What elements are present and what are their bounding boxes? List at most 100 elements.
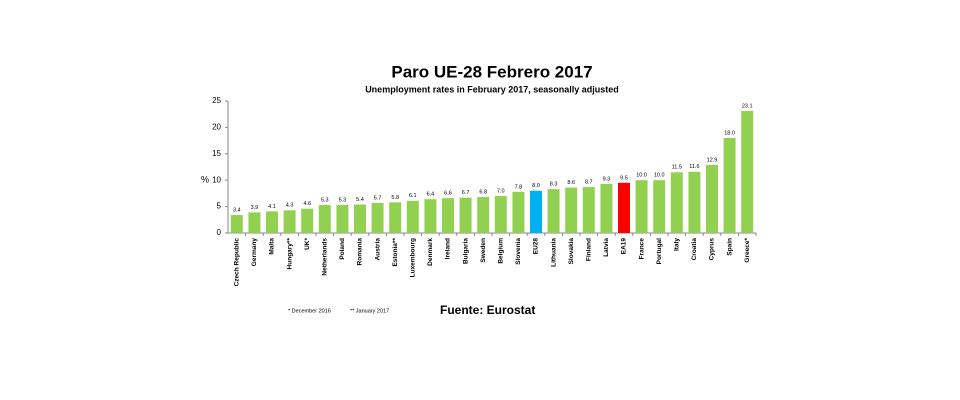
bar [354, 204, 366, 233]
x-tick-label: Italy [674, 238, 681, 251]
value-label: 11.5 [672, 165, 682, 171]
x-tick-label: UK* [304, 238, 311, 250]
bar [459, 197, 472, 233]
bar [477, 197, 490, 233]
value-label: 4.1 [268, 204, 276, 210]
bar [547, 189, 560, 233]
bar [406, 200, 419, 233]
bar [301, 208, 314, 233]
x-tick-label: Bulgaria [462, 238, 469, 264]
bar [688, 171, 701, 233]
bar [442, 198, 454, 233]
value-label: 12.9 [707, 157, 718, 163]
x-tick-label: Austria [374, 238, 381, 261]
x-tick-label: Croatia [691, 238, 698, 261]
x-tick-label: Malta [269, 238, 276, 255]
value-label: 8.0 [532, 183, 540, 189]
bar [706, 164, 718, 233]
y-tick-label: 15 [212, 149, 221, 158]
y-tick-label: 10 [212, 175, 221, 184]
value-label: 7.8 [515, 184, 523, 190]
value-label: 5.8 [391, 195, 399, 201]
bar [389, 202, 402, 233]
bar [618, 182, 630, 233]
value-label: 8.3 [550, 182, 558, 188]
bar [530, 190, 542, 233]
y-tick-label: 0 [217, 228, 222, 237]
x-tick-label: Luxembourg [410, 238, 417, 277]
x-tick-label: Belgium [498, 238, 505, 264]
x-tick-label: EU28 [533, 238, 540, 255]
bar [670, 172, 683, 233]
bar [565, 187, 578, 233]
value-label: 5.3 [321, 197, 329, 203]
bar [494, 196, 507, 233]
value-label: 6.7 [462, 190, 470, 196]
value-label: 23.1 [742, 103, 753, 109]
x-tick-label: Spain [726, 238, 733, 256]
bar [318, 205, 331, 233]
bar [230, 215, 243, 233]
value-label: 5.4 [356, 197, 364, 203]
footnote: * December 2016 [288, 308, 331, 314]
x-tick-label: Portugal [656, 238, 663, 265]
chart-subtitle: Unemployment rates in February 2017, sea… [365, 84, 619, 94]
x-tick-label: Greece* [744, 238, 751, 263]
value-label: 6.4 [427, 192, 435, 198]
bar [371, 202, 384, 233]
source: Fuente: Eurostat [440, 303, 535, 317]
x-tick-label: Latvia [603, 238, 610, 257]
x-tick-label: Cyprus [709, 238, 716, 261]
footnote: ** January 2017 [350, 308, 389, 314]
value-label: 5.7 [374, 195, 382, 201]
value-label: 8.6 [567, 180, 575, 186]
value-label: 18.0 [724, 130, 735, 136]
x-tick-label: Hungary** [286, 238, 293, 270]
bar [582, 187, 595, 233]
value-label: 10.0 [654, 173, 665, 179]
bar [266, 211, 278, 233]
x-tick-label: Slovenia [515, 238, 522, 265]
bar [248, 212, 261, 233]
x-tick-label: Romania [357, 238, 364, 266]
value-label: 10.0 [636, 173, 647, 179]
value-label: 4.3 [286, 203, 294, 209]
x-tick-label: Ireland [445, 238, 452, 259]
y-tick-label: 5 [217, 202, 222, 211]
bar [512, 191, 525, 233]
bar [336, 205, 349, 233]
value-label: 5.3 [339, 197, 347, 203]
value-label: 3.4 [233, 208, 241, 214]
bar [723, 137, 736, 233]
value-label: 9.5 [620, 175, 628, 181]
x-tick-label: Germany [251, 238, 258, 267]
value-label: 9.3 [603, 176, 611, 182]
x-tick-label: France [638, 238, 645, 260]
value-label: 6.8 [479, 190, 487, 196]
bar [600, 183, 613, 233]
x-tick-label: Czech Republic [234, 238, 241, 287]
x-tick-label: Slovakia [568, 238, 575, 265]
bar [424, 199, 437, 233]
x-tick-label: Sweden [480, 238, 487, 263]
y-tick-label: 25 [212, 96, 221, 105]
value-label: 11.6 [689, 164, 699, 170]
value-label: 6.6 [444, 191, 452, 197]
x-tick-label: Finland [586, 238, 593, 261]
x-tick-label: Netherlands [322, 238, 329, 276]
value-label: 3.9 [251, 205, 259, 211]
y-axis-label: % [201, 174, 209, 184]
x-tick-label: EA19 [621, 238, 628, 255]
value-label: 4.6 [303, 201, 311, 207]
y-tick-label: 20 [212, 123, 221, 132]
x-tick-label: Estonia** [392, 238, 399, 267]
bar [741, 111, 754, 233]
bar [635, 180, 648, 233]
x-tick-label: Lithuania [550, 238, 557, 267]
x-tick-label: Poland [339, 238, 346, 260]
value-label: 8.7 [585, 180, 593, 186]
bar [653, 180, 666, 233]
bar [283, 210, 296, 233]
value-label: 6.1 [409, 193, 417, 199]
